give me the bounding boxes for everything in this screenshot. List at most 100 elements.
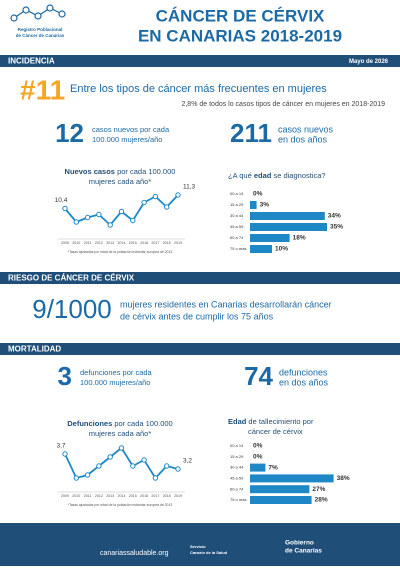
category-label: 75 o más	[230, 497, 246, 502]
trend-point	[175, 466, 181, 472]
x-tick-label: 2017	[151, 241, 159, 245]
trend-point	[107, 222, 113, 228]
chart-title-part: ¿A qué	[228, 171, 252, 180]
value-label: 3,2	[183, 458, 192, 465]
section-bar	[0, 55, 400, 67]
section-bar	[0, 343, 400, 355]
category-label: 75 o más	[230, 246, 246, 251]
trend-point	[96, 211, 102, 218]
value-label: 10%	[275, 246, 288, 253]
rank-text: Entre los tipos de cáncer más frecuentes…	[70, 83, 327, 95]
risk-text: mujeres residentes en Canarias desarroll…	[120, 299, 332, 309]
stat-text: casos nuevos	[278, 124, 334, 134]
x-tick-label: 2011	[84, 241, 92, 245]
category-label: 00 a 14	[230, 443, 244, 448]
category-label: 60 a 74	[230, 486, 244, 491]
chart-title: Defunciones por cada 100.000	[67, 419, 172, 428]
trend-point	[130, 217, 136, 224]
trend-point	[164, 463, 170, 469]
x-tick-label: 2013	[106, 494, 114, 498]
chart-title: cáncer de cérvix	[248, 427, 303, 436]
stat-value: 74	[244, 361, 273, 391]
bar	[250, 474, 334, 483]
trend-point	[130, 463, 136, 469]
trend-point	[141, 199, 147, 206]
trend-point	[96, 463, 102, 469]
category-label: 60 a 74	[230, 235, 244, 240]
value-label: 0%	[253, 454, 263, 461]
value-label: 11,3	[183, 184, 196, 191]
trend-point	[118, 445, 125, 451]
trend-point	[107, 454, 113, 460]
x-tick-label: 2015	[129, 494, 137, 498]
section-bar	[0, 272, 400, 284]
chart-title: mujeres cada año*	[89, 177, 152, 186]
section-title: MORTALIDAD	[8, 345, 61, 354]
rank: #11	[20, 74, 65, 105]
stat-text: casos nuevos por cada	[92, 125, 170, 134]
x-tick-label: 2010	[72, 241, 80, 245]
x-tick-label: 2018	[163, 241, 171, 245]
bar	[250, 496, 312, 504]
date: Mayo de 2026	[349, 59, 389, 65]
chart-title: Nuevos casos por cada 100.000	[65, 167, 176, 176]
footer-text: Servicio	[190, 544, 206, 549]
section-title: RIESGO DE CÁNCER DE CÉRVIX	[8, 274, 135, 283]
x-tick-label: 2014	[118, 241, 126, 245]
value-label: 34%	[328, 213, 341, 220]
value-label: 18%	[293, 235, 306, 242]
category-label: 30 a 44	[230, 213, 244, 218]
footer-text: de Canarias	[285, 548, 322, 555]
title: EN CANARIAS 2018-2019	[138, 26, 342, 45]
value-label: 28%	[315, 497, 328, 504]
stat-text: 100.000 mujeres/año	[80, 378, 150, 387]
footer	[0, 523, 400, 566]
chart-title: ¿A qué edad se diagnostica?	[228, 171, 326, 180]
chart-title: mujeres cada año*	[89, 429, 152, 438]
trend-point	[118, 208, 125, 215]
stat-text: en dos años	[278, 134, 328, 144]
stat-text: 100.000 mujeres/año	[92, 135, 162, 144]
x-tick-label: 2011	[84, 494, 92, 498]
trend-point	[141, 457, 147, 463]
chart-title-part: Defunciones	[67, 419, 112, 428]
x-tick-label: 2009	[61, 494, 69, 498]
value-label: 38%	[337, 475, 350, 482]
bar	[250, 485, 310, 494]
trend-point	[62, 205, 68, 212]
x-tick-label: 2016	[140, 494, 148, 498]
risk-text: de cérvix antes de cumplir los 75 años	[120, 311, 274, 321]
chart-title-part: por cada 100.000	[112, 419, 172, 428]
value-label: 27%	[312, 486, 325, 493]
category-label: 00 a 14	[230, 191, 244, 196]
value-label: 3%	[260, 202, 270, 209]
value-label: 7%	[268, 464, 278, 471]
trend-point	[152, 475, 159, 481]
x-tick-label: 2010	[72, 494, 80, 498]
trend-point	[175, 192, 181, 198]
bar	[250, 212, 325, 220]
bar	[250, 201, 257, 209]
trend-point	[73, 475, 80, 481]
chart-title-part: Edad	[228, 417, 247, 426]
category-label: 30 a 44	[230, 465, 244, 470]
stat-value: 211	[230, 118, 272, 148]
value-label: 3,7	[56, 443, 65, 450]
x-tick-label: 2012	[95, 494, 103, 498]
logo-text: de Cáncer de Canarias	[16, 33, 65, 38]
chart-title-part: Nuevos casos	[65, 167, 115, 176]
bar	[250, 245, 272, 253]
share-text: 2,8% de todos lo casos tipos de cáncer e…	[181, 101, 385, 108]
trend-point	[84, 472, 91, 478]
chart-title-part: edad	[252, 171, 272, 180]
chart-title-part: por cada 100.000	[115, 167, 175, 176]
chart-title: Edad de tallecimiento por	[228, 417, 314, 426]
stat-text: en dos años	[279, 377, 329, 387]
bar	[250, 463, 266, 472]
x-tick-label: 2016	[140, 241, 148, 245]
stat-text: defunciones	[279, 367, 328, 377]
category-label: 45 a 59	[230, 475, 244, 480]
footnote: *Tasas ajustadas por edad de la població…	[68, 503, 173, 507]
value-label: 10,4	[55, 197, 68, 204]
x-tick-label: 2019	[174, 494, 182, 498]
